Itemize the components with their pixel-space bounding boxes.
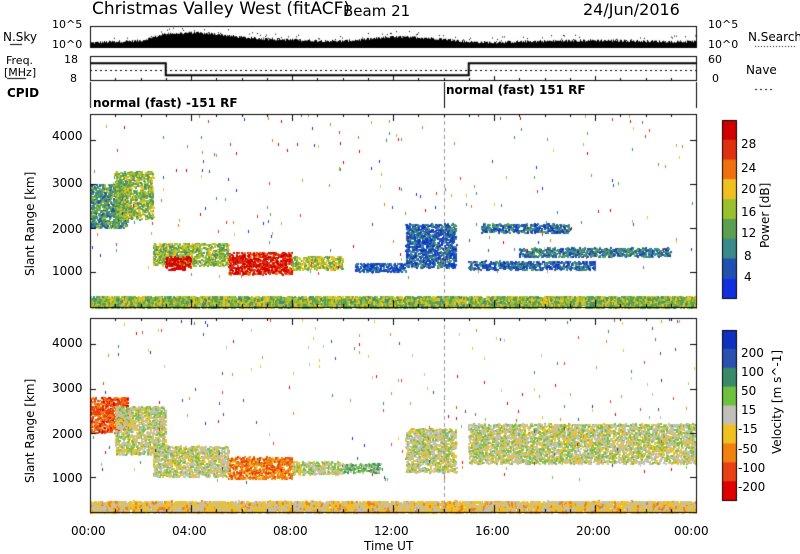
velocity-ytick-4000: 4000 <box>52 336 83 350</box>
xtick-3: 12:00 <box>374 524 409 538</box>
velocity-cbar-15: 15 <box>741 403 757 417</box>
velocity-cbar-200: 200 <box>741 346 764 360</box>
freq-left-tick-top: 18 <box>64 53 78 66</box>
nsky-label: N.Sky <box>3 30 38 44</box>
velocity-ytick-2000: 2000 <box>52 427 83 441</box>
power-ytick-4000: 4000 <box>52 129 83 143</box>
power-ylabel: Slant Range [km] <box>23 171 37 276</box>
freq-right-tick-bottom: 0 <box>712 72 719 85</box>
nave-label: Nave <box>746 63 777 77</box>
xtick-0: 00:00 <box>71 524 106 538</box>
noise-right-tick-top: 10^5 <box>708 18 739 31</box>
cpid-label: CPID <box>7 86 40 100</box>
velocity-cbar-neg50: -50 <box>738 442 758 456</box>
power-cbar-label: Power [dB] <box>758 182 772 248</box>
velocity-ylabel: Slant Range [km] <box>23 378 37 483</box>
xtick-4: 16:00 <box>475 524 510 538</box>
freq-left-tick-bottom: 8 <box>70 72 77 85</box>
velocity-cbar-neg15: -15 <box>738 422 758 436</box>
velocity-ytick-3000: 3000 <box>52 381 83 395</box>
velocity-cbar-label: Velocity [m s^-1] <box>770 349 784 454</box>
freq-label: Freq. <box>6 54 34 67</box>
velocity-cbar-100: 100 <box>741 365 764 379</box>
date-label: 24/Jun/2016 <box>583 0 680 19</box>
freq-unit-label: [MHz] <box>4 66 37 79</box>
velocity-ytick-1000: 1000 <box>52 471 83 485</box>
velocity-cbar-neg100: -100 <box>738 461 766 475</box>
power-cbar-16: 16 <box>741 205 757 219</box>
xtick-1: 04:00 <box>172 524 207 538</box>
power-cbar-24: 24 <box>741 161 757 175</box>
beam-label: Beam 21 <box>343 2 411 20</box>
noise-left-tick-bottom: 10^0 <box>52 38 83 51</box>
figure-title: Christmas Valley West (fitACF) <box>92 0 351 19</box>
power-ytick-1000: 1000 <box>52 264 83 278</box>
xtick-6: 00:00 <box>674 524 709 538</box>
xtick-2: 08:00 <box>273 524 308 538</box>
power-cbar-28: 28 <box>741 137 757 151</box>
xaxis-label: Time UT <box>364 539 414 553</box>
power-cbar-12: 12 <box>741 226 757 240</box>
xtick-5: 20:00 <box>576 524 611 538</box>
power-ytick-2000: 2000 <box>52 222 83 236</box>
power-cbar-20: 20 <box>741 182 757 196</box>
nsearch-label: N.Search <box>748 30 800 44</box>
noise-right-tick-bottom: 10^0 <box>708 38 739 51</box>
velocity-cbar-neg200: -200 <box>738 480 766 494</box>
cpid-segment-2: normal (fast) 151 RF <box>446 83 586 97</box>
cpid-segment-1: normal (fast) -151 RF <box>93 96 238 110</box>
freq-right-tick-top: 60 <box>708 53 722 66</box>
power-ytick-3000: 3000 <box>52 176 83 190</box>
power-cbar-4: 4 <box>744 270 752 284</box>
power-cbar-8: 8 <box>744 249 752 263</box>
noise-left-tick-top: 10^5 <box>52 18 83 31</box>
velocity-cbar-50: 50 <box>741 384 757 398</box>
